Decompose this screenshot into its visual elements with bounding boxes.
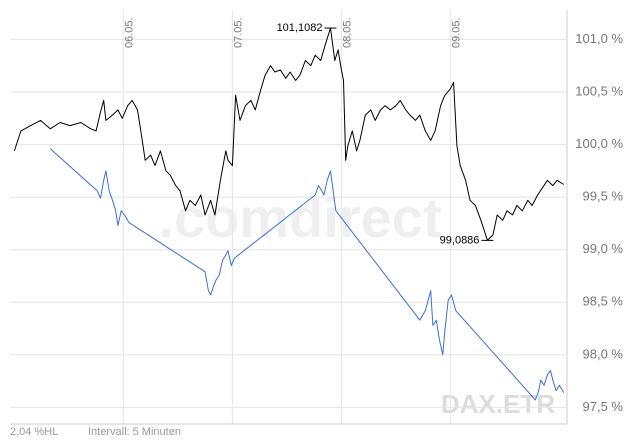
annotation-label: 101,1082 <box>277 22 323 34</box>
y-tick-label: 99,0 % <box>583 241 624 256</box>
y-tick-label: 100,0 % <box>575 136 623 151</box>
y-tick-label: 99,5 % <box>583 189 624 204</box>
series-line <box>13 27 564 241</box>
source-watermark: DAX.ETR <box>441 389 555 419</box>
series-line <box>49 148 565 401</box>
y-tick-label: 98,0 % <box>583 346 624 361</box>
y-tick-label: 97,5 % <box>583 399 624 414</box>
annotation-label: 99,0886 <box>440 234 480 246</box>
footer-note: Intervall: 5 Minuten <box>88 426 181 438</box>
x-tick-label: 07.05. <box>232 17 244 48</box>
footer-note: 2,04 %HL <box>10 426 58 438</box>
x-tick-label: 08.05. <box>341 17 353 48</box>
x-tick-label: 06.05. <box>123 17 135 48</box>
y-tick-label: 98,5 % <box>583 294 624 309</box>
watermark: .comdirect <box>158 186 441 249</box>
y-tick-label: 100,5 % <box>575 83 623 98</box>
x-tick-label: 09.05. <box>450 17 462 48</box>
y-tick-label: 101,0 % <box>575 31 623 46</box>
